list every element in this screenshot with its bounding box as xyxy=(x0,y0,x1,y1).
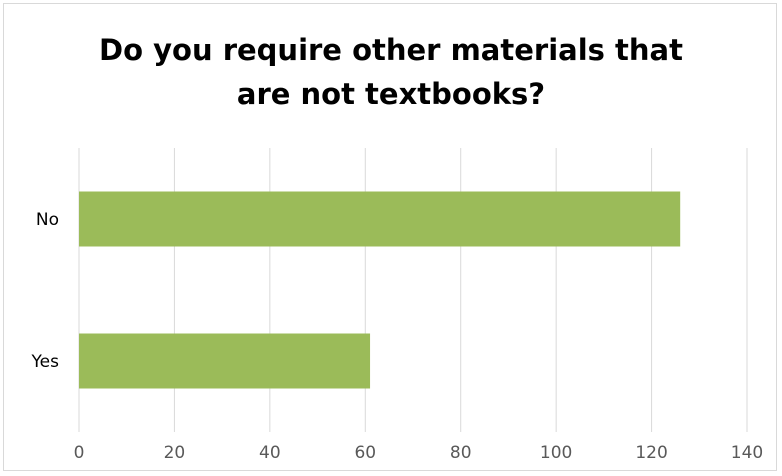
category-labels: No Yes xyxy=(31,210,60,372)
category-label-yes: Yes xyxy=(31,352,60,372)
chart-title: Do you require other materials that are … xyxy=(0,28,782,116)
x-axis-tick-labels: 0 20 40 60 80 100 120 140 xyxy=(74,443,764,463)
x-tick-label-40: 40 xyxy=(259,443,281,463)
x-tick-label-100: 100 xyxy=(540,443,572,463)
chart-title-line-2: are not textbooks? xyxy=(236,77,546,111)
x-tick-label-60: 60 xyxy=(354,443,376,463)
gridlines xyxy=(78,148,748,432)
chart-title-line-1: Do you require other materials that xyxy=(99,33,683,67)
x-tick-label-80: 80 xyxy=(450,443,472,463)
x-tick-label-20: 20 xyxy=(164,443,186,463)
bar-no xyxy=(79,191,681,247)
category-label-no: No xyxy=(36,210,59,230)
bars xyxy=(79,191,681,389)
x-tick-label-140: 140 xyxy=(731,443,763,463)
x-tick-label-0: 0 xyxy=(74,443,85,463)
x-tick-label-120: 120 xyxy=(635,443,667,463)
bar-yes xyxy=(79,333,371,389)
